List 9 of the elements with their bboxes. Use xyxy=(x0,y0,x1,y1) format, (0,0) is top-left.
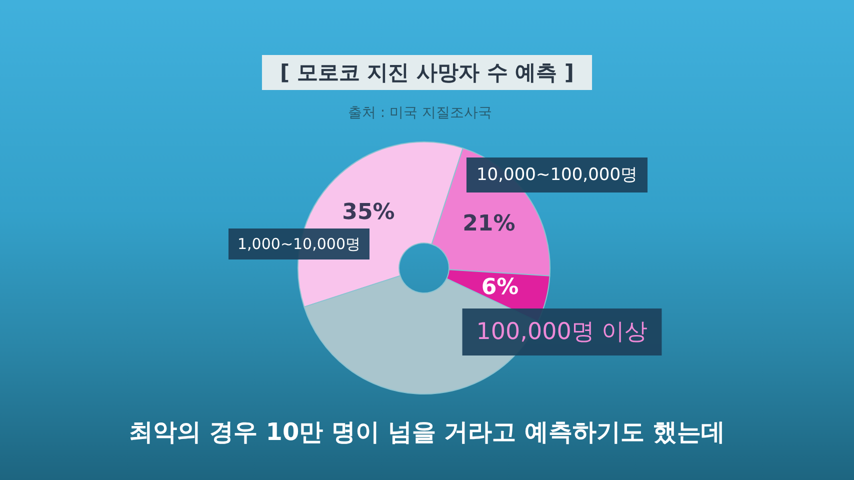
data-label: 35% xyxy=(342,200,395,225)
slice-label: 10,000~100,000명 xyxy=(476,165,638,185)
data-label: 21% xyxy=(462,211,516,236)
data-label: 6% xyxy=(481,275,519,300)
chart-title: [ 모로코 지진 사망자 수 예측 ] xyxy=(280,60,574,84)
text: 최악의 경우 10만 명이 넘을 거라고 예측하기도 했는데 xyxy=(129,418,725,446)
slice-label: 1,000~10,000명 xyxy=(238,235,360,253)
source-note: 출처 : 미국 지질조사국 xyxy=(348,105,492,121)
slice-label: 100,000명 이상 xyxy=(476,319,648,345)
